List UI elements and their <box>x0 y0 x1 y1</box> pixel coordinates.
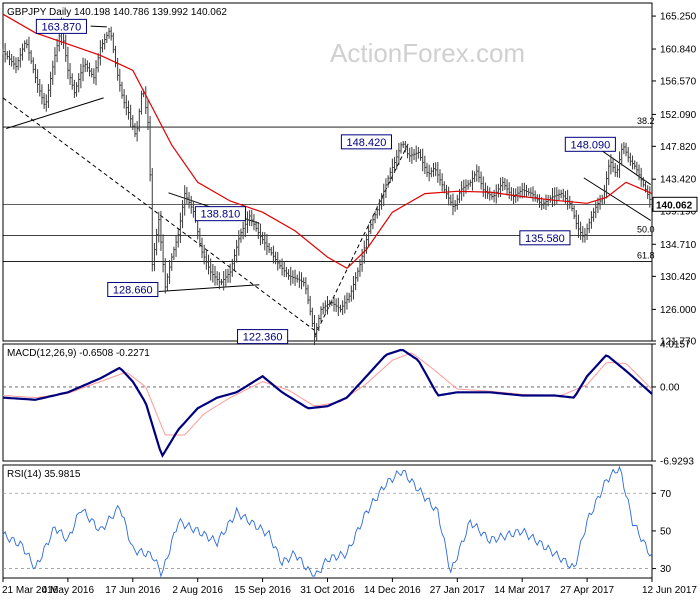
fib-level-label: 38.2 <box>637 116 655 126</box>
price-y-tick-label: 160.840 <box>660 45 697 56</box>
x-tick-label: 14 Dec 2016 <box>364 585 421 596</box>
price-annotation-label: 122.360 <box>243 332 283 344</box>
fib-level-label: 61.8 <box>637 251 655 261</box>
price-y-tick-label: 139.190 <box>660 206 697 217</box>
last-price-tag: 140.062 <box>652 196 698 212</box>
price-annotation-box <box>107 282 159 298</box>
rsi-line <box>2 465 653 578</box>
trend-line-upper-support <box>6 97 104 130</box>
x-tick-label: 17 Jun 2016 <box>105 585 160 596</box>
macd-line <box>2 348 653 458</box>
channel-lower-line <box>583 177 651 221</box>
x-tick-label: 27 Apr 2017 <box>560 585 614 596</box>
fib-level-label: 50.0 <box>637 224 655 234</box>
x-tick-label: 21 Mar 2016 <box>2 585 59 596</box>
price-annotation-label: 135.580 <box>525 233 565 245</box>
price-annotation-box <box>564 136 616 152</box>
x-tick-label: 31 Oct 2016 <box>300 585 355 596</box>
price-annotation-box <box>519 230 571 246</box>
price-y-tick-label: 130.420 <box>660 272 697 283</box>
price-annotation: 122.360 <box>237 329 289 345</box>
macd-panel-frame <box>2 343 653 462</box>
trend-line-dashed-rise <box>314 142 410 337</box>
price-annotation: 135.580 <box>519 230 571 246</box>
price-annotation-label: 148.090 <box>570 139 610 151</box>
price-annotation: 148.090 <box>564 136 616 152</box>
price-annotation-label: 138.810 <box>201 209 241 221</box>
price-bars <box>2 17 654 346</box>
price-annotation-label: 148.420 <box>347 137 387 149</box>
price-annotation-box <box>237 329 289 345</box>
price-panel: ActionForex.com GBPJPY Daily 140.198 140.… <box>2 7 698 348</box>
price-annotation-box <box>35 18 87 34</box>
macd-title: MACD(12,26,9) -0.6508 -0.2271 <box>7 348 150 359</box>
high-marker-line <box>90 25 107 28</box>
last-price-box <box>652 196 698 212</box>
triangle-lower-line <box>158 284 260 292</box>
price-y-tick-label: 126.000 <box>660 305 697 316</box>
price-annotation: 148.420 <box>340 134 392 150</box>
rsi-y-tick-label: 30 <box>660 564 672 575</box>
macd-signal-line <box>2 352 653 436</box>
price-annotation-box <box>194 206 246 222</box>
rsi-panel: RSI(14) 35.9815 70 50 30 <box>2 465 672 578</box>
price-y-tick-label: 147.820 <box>660 142 697 153</box>
price-y-tick-label: 143.420 <box>660 175 697 186</box>
x-tick-label: 4 May 2016 <box>42 585 95 596</box>
price-panel-frame <box>2 2 653 342</box>
price-annotation: 138.810 <box>194 206 246 222</box>
watermark: ActionForex.com <box>330 38 525 68</box>
rsi-title: RSI(14) 35.9815 <box>7 469 81 480</box>
x-tick-label: 15 Sep 2016 <box>234 585 291 596</box>
x-tick-label: 14 Mar 2017 <box>494 585 551 596</box>
price-y-tick-label: 165.250 <box>660 12 697 23</box>
price-y-tick-label: 134.710 <box>660 240 697 251</box>
price-annotation-box <box>340 134 392 150</box>
rsi-y-tick-label: 70 <box>660 489 672 500</box>
price-annotation-label: 128.660 <box>113 285 153 297</box>
macd-y-tick-label: 4.0157 <box>660 340 691 351</box>
x-tick-label: 2 Aug 2016 <box>172 585 223 596</box>
macd-y-tick-label: -6.9293 <box>660 457 694 468</box>
price-y-tick-label: 121.770 <box>660 337 697 348</box>
price-annotation: 163.870 <box>35 18 87 34</box>
last-price-label: 140.062 <box>656 200 693 211</box>
macd-panel: MACD(12,26,9) -0.6508 -0.2271 4.0157 0.00 -… <box>2 340 694 468</box>
price-title: GBPJPY Daily 140.198 140.786 139.992 140… <box>7 7 227 18</box>
price-annotation: 128.660 <box>107 282 159 298</box>
ema-line <box>2 13 653 270</box>
x-tick-label: 12 Jun 2017 <box>642 585 697 596</box>
price-y-tick-label: 152.090 <box>660 110 697 121</box>
price-y-tick-label: 156.570 <box>660 76 697 87</box>
price-annotation-label: 163.870 <box>42 21 82 33</box>
macd-y-tick-label: 0.00 <box>660 382 680 393</box>
trend-line-dashed-fall <box>2 97 315 331</box>
rsi-y-tick-label: 50 <box>660 526 672 537</box>
x-tick-label: 27 Jan 2017 <box>430 585 485 596</box>
